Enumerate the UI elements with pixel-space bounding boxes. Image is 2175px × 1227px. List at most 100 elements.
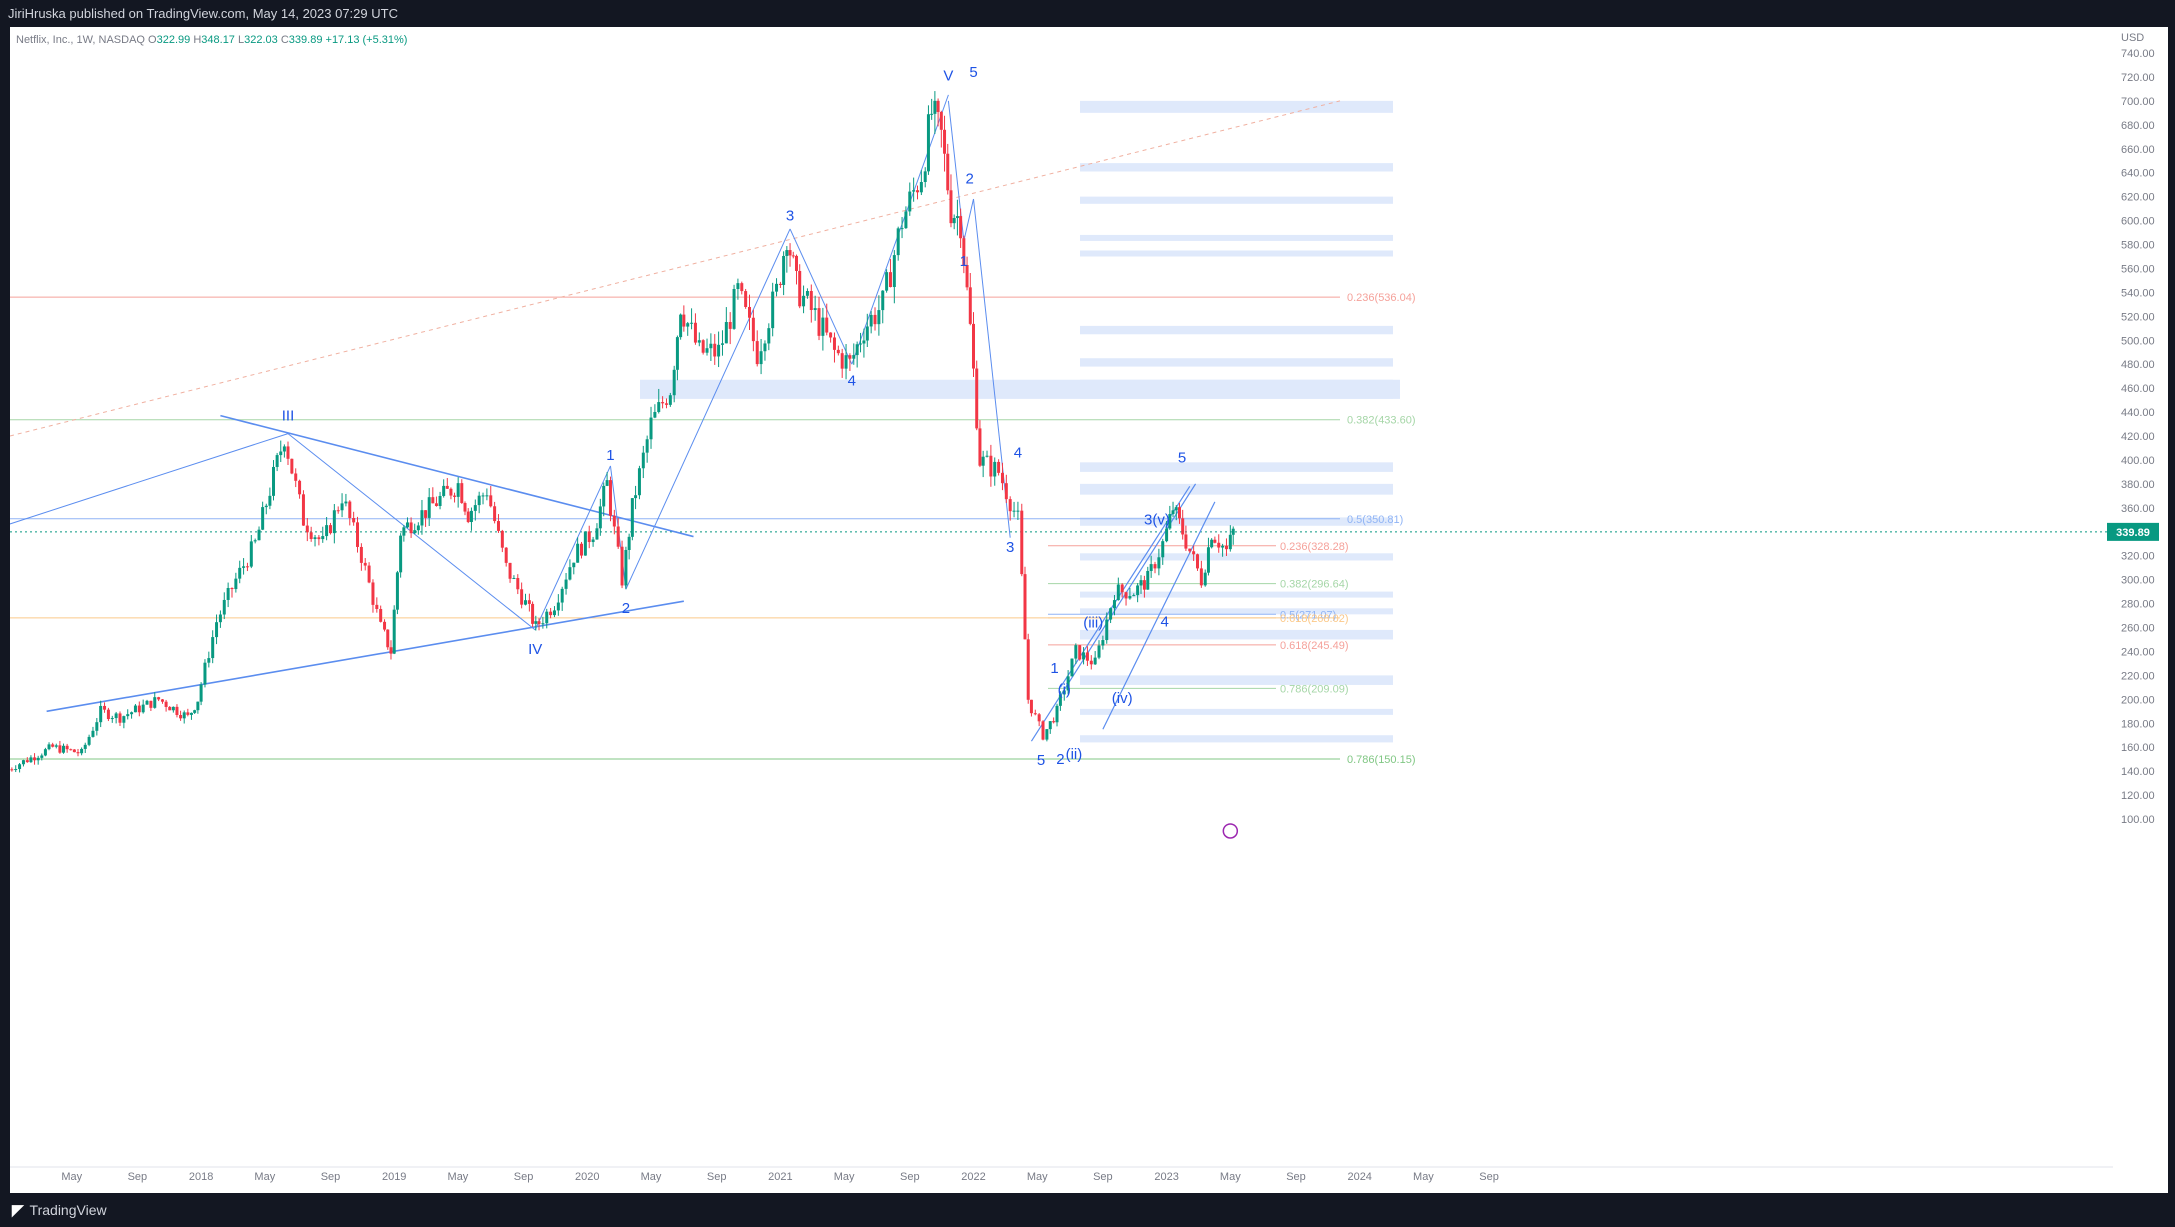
candle-body xyxy=(763,343,767,352)
candle-body xyxy=(744,291,748,307)
candle-body xyxy=(122,716,126,723)
candle-body xyxy=(460,483,464,503)
x-tick-label: Sep xyxy=(707,1171,727,1183)
candle-body xyxy=(51,744,55,747)
candle-body xyxy=(832,337,836,350)
candle-body xyxy=(1157,557,1161,569)
candle-body xyxy=(1174,507,1178,511)
candle-body xyxy=(95,722,99,731)
candle-body xyxy=(282,446,286,452)
event-icon[interactable] xyxy=(1222,823,1239,839)
candle-body xyxy=(1136,585,1140,596)
candle-body xyxy=(290,458,294,474)
candle-body xyxy=(1008,499,1012,512)
zone-rect xyxy=(1080,100,1393,113)
candle-body xyxy=(859,343,863,345)
y-tick-label: 320.00 xyxy=(2121,551,2155,563)
candle-body xyxy=(114,713,118,719)
candle-body xyxy=(62,745,66,753)
candle-body xyxy=(416,525,420,531)
candle-body xyxy=(456,483,460,497)
candle-body xyxy=(1070,658,1074,677)
candle-body xyxy=(844,355,848,369)
candle-body xyxy=(261,507,265,530)
fib-levels: 0.236(536.04) 0.382(433.60) 0.5(350.81) 0.7… xyxy=(10,100,2113,766)
candle-body xyxy=(215,622,219,638)
candle-body xyxy=(1168,514,1172,529)
candle-body xyxy=(1139,580,1143,586)
wave-3-line xyxy=(625,228,791,590)
inner-fib-label: 0.5(271.07) xyxy=(1280,609,1336,621)
candle-body xyxy=(356,522,360,547)
y-tick-label: 240.00 xyxy=(2121,646,2155,658)
candle-body xyxy=(395,572,399,610)
candle-body xyxy=(829,332,833,338)
candle-body xyxy=(1023,574,1027,640)
wave-label: 4 xyxy=(1014,445,1022,462)
candle-body xyxy=(149,700,153,708)
candle-body xyxy=(568,567,572,580)
candle-body xyxy=(325,525,329,537)
candle-body xyxy=(736,283,740,290)
candle-body xyxy=(1161,541,1165,558)
candle-body xyxy=(649,417,653,440)
candle-body xyxy=(1048,721,1052,730)
high-value: 348.17 xyxy=(201,34,235,46)
candle-body xyxy=(624,549,628,586)
candle-body xyxy=(556,602,560,611)
candle-body xyxy=(69,749,73,751)
wave-label: V xyxy=(943,68,953,85)
zone-rect xyxy=(640,379,1400,399)
x-tick-label: 2024 xyxy=(1347,1171,1371,1183)
candle-body xyxy=(580,543,584,556)
candle-body xyxy=(445,485,449,489)
candle-body xyxy=(852,355,856,359)
candle-body xyxy=(527,600,531,604)
candle-body xyxy=(1045,729,1049,740)
chart-area[interactable]: 0.236(536.04) 0.382(433.60) 0.5(350.81) 0.7… xyxy=(10,27,2168,1193)
y-tick-label: 140.00 xyxy=(2121,766,2155,778)
candle-body xyxy=(399,535,403,573)
candle-body xyxy=(512,578,516,580)
candle-body xyxy=(873,314,877,325)
tradingview-logo[interactable]: ◤ TradingView xyxy=(12,1201,107,1219)
candle-body xyxy=(545,611,549,624)
candle-body xyxy=(133,705,137,713)
y-tick-label: 180.00 xyxy=(2121,718,2155,730)
candle-body xyxy=(668,395,672,405)
wave-label: 5 xyxy=(1178,449,1186,466)
candle-body xyxy=(587,531,591,543)
candle-body xyxy=(748,306,752,318)
x-tick-label: Sep xyxy=(900,1171,920,1183)
publisher-text: JiriHruska published on TradingView.com,… xyxy=(8,6,398,21)
candle-body xyxy=(83,744,87,749)
candle-body xyxy=(869,314,873,327)
candle-body xyxy=(524,600,528,605)
candle-body xyxy=(805,291,809,296)
candle-body xyxy=(1105,619,1109,641)
candle-body xyxy=(275,455,279,467)
candle-body xyxy=(230,587,234,590)
fib-label: 0.236(536.04) xyxy=(1347,292,1416,304)
change-value: +17.13 (+5.31%) xyxy=(325,34,408,46)
current-price-text: 339.89 xyxy=(2116,527,2150,539)
candle-body xyxy=(1000,472,1004,484)
candle-body xyxy=(598,506,602,529)
candle-body xyxy=(21,760,25,765)
candle-body xyxy=(371,582,375,605)
price-chart[interactable]: 0.236(536.04) 0.382(433.60) 0.5(350.81) 0.7… xyxy=(10,27,2168,1193)
candle-body xyxy=(591,539,595,543)
zone-rect xyxy=(1080,163,1393,172)
candle-body xyxy=(840,353,844,369)
candle-body xyxy=(975,368,979,429)
symbol-name: Netflix, Inc., 1W, NASDAQ xyxy=(16,34,145,46)
candle-body xyxy=(755,341,759,365)
candle-body xyxy=(802,295,806,307)
candle-body xyxy=(1188,548,1192,552)
y-tick-label: 700.00 xyxy=(2121,96,2155,108)
low-value: 322.03 xyxy=(244,34,278,46)
candle-body xyxy=(825,317,829,333)
candle-body xyxy=(466,511,470,523)
candle-body xyxy=(637,468,641,496)
